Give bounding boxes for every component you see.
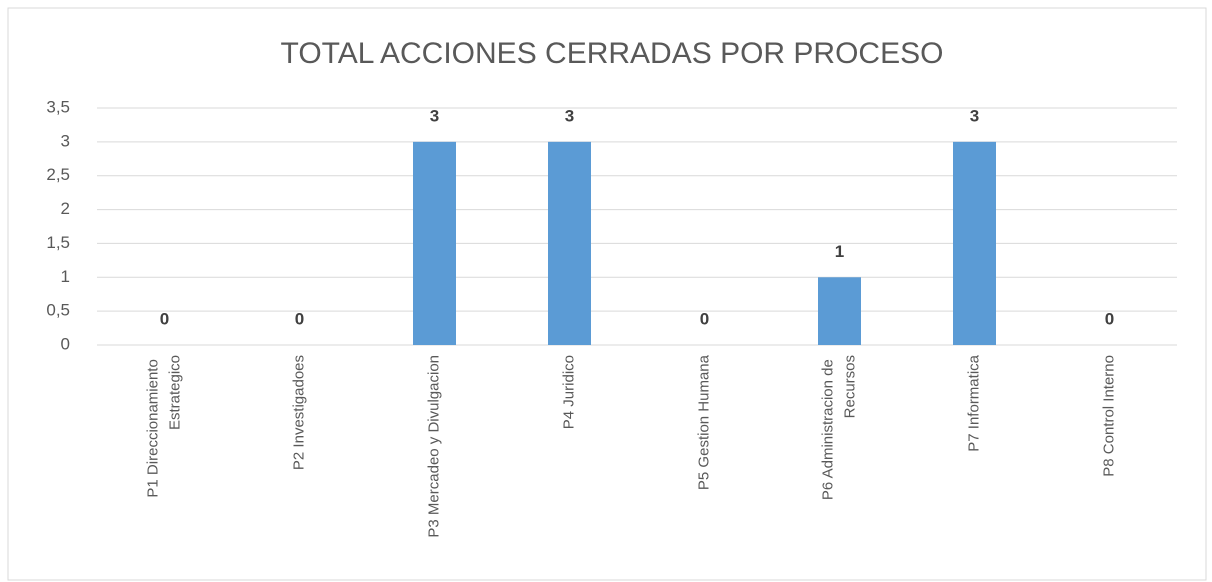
x-tick-label: P5 Gestion Humana (695, 354, 712, 490)
value-label: 0 (1105, 309, 1114, 328)
y-tick-label: 2,5 (46, 165, 70, 184)
value-label: 0 (160, 309, 169, 328)
x-tick-label: P6 Administracion de Recursos (819, 355, 858, 500)
bar (548, 141, 591, 345)
bar (818, 277, 861, 345)
y-tick-label: 3 (61, 131, 70, 150)
bar (413, 141, 456, 345)
x-tick-label: P4 Juridico (560, 355, 577, 429)
x-tick-label: P2 Investigadoes (290, 355, 307, 470)
x-tick-label: P7 Informatica (965, 354, 982, 451)
x-tick-label: P8 Control Interno (1100, 355, 1117, 477)
chart-title: TOTAL ACCIONES CERRADAS POR PROCESO (281, 37, 944, 70)
value-label: 3 (565, 106, 574, 125)
y-tick-label: 0,5 (46, 301, 70, 320)
x-tick-label: P3 Mercadeo y Divulgacion (425, 355, 442, 538)
value-label: 3 (430, 106, 439, 125)
y-tick-label: 3,5 (46, 97, 70, 116)
y-tick-label: 1 (61, 267, 70, 286)
y-tick-label: 0 (61, 334, 70, 353)
y-tick-label: 2 (61, 199, 70, 218)
x-tick-label: P1 Direccionamiento Estrategico (144, 355, 183, 498)
y-tick-label: 1,5 (46, 233, 70, 252)
bar (953, 141, 996, 345)
value-label: 1 (835, 242, 844, 261)
value-label: 0 (700, 309, 709, 328)
value-label: 3 (970, 106, 979, 125)
value-label: 0 (295, 309, 304, 328)
chart-frame (7, 7, 1207, 581)
